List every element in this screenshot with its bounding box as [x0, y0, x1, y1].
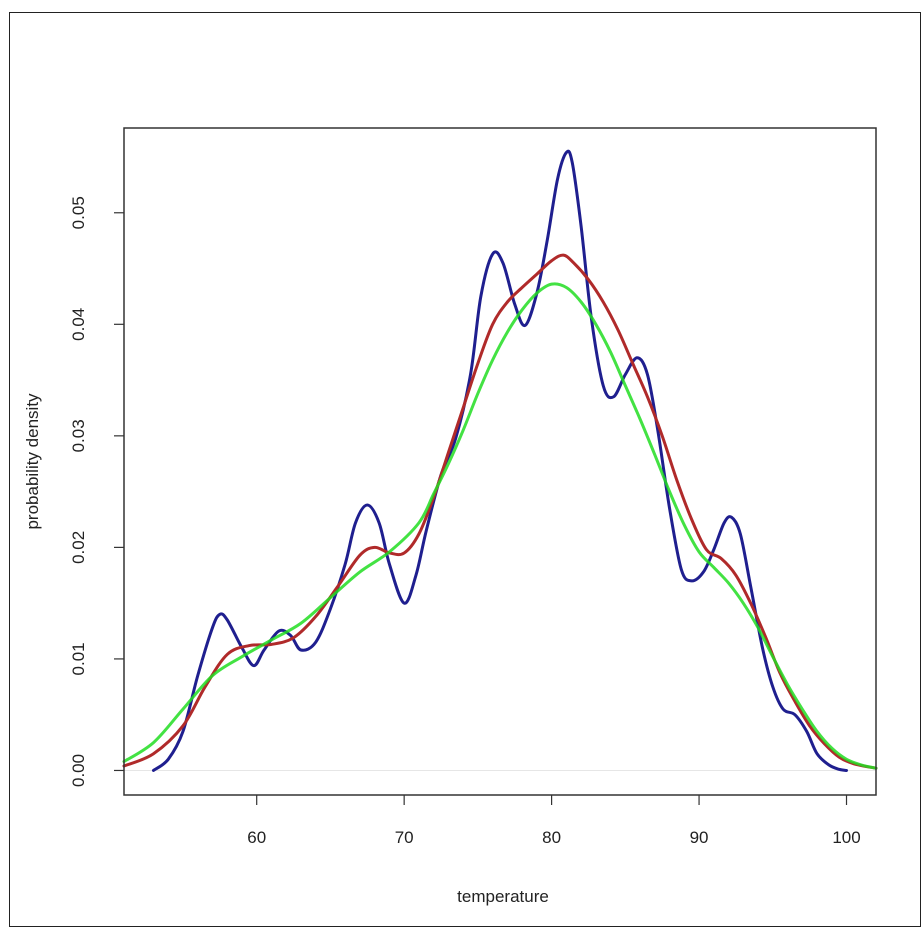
x-axis: 60 70 80 90 100 — [247, 795, 861, 847]
x-tick-label: 90 — [690, 828, 709, 847]
y-tick-label: 0.05 — [69, 196, 88, 229]
x-tick-label: 100 — [832, 828, 860, 847]
series-layer — [122, 149, 878, 772]
y-tick-label: 0.04 — [69, 308, 88, 341]
plot-box — [123, 127, 877, 796]
y-tick-label: 0.02 — [69, 531, 88, 564]
density-line-narrow — [151, 149, 849, 772]
x-tick-label: 70 — [395, 828, 414, 847]
y-tick-label: 0.01 — [69, 642, 88, 675]
x-tick-label: 60 — [247, 828, 266, 847]
density-line-medium — [122, 253, 878, 770]
y-tick-label: 0.00 — [69, 754, 88, 787]
x-tick-label: 80 — [542, 828, 561, 847]
y-axis-title: probability density — [23, 393, 42, 530]
y-tick-label: 0.03 — [69, 419, 88, 452]
x-axis-title: temperature — [457, 887, 549, 906]
chart-frame — [9, 12, 921, 927]
y-axis: 0.00 0.01 0.02 0.03 0.04 0.05 — [69, 196, 124, 787]
density-line-wide — [122, 282, 878, 770]
